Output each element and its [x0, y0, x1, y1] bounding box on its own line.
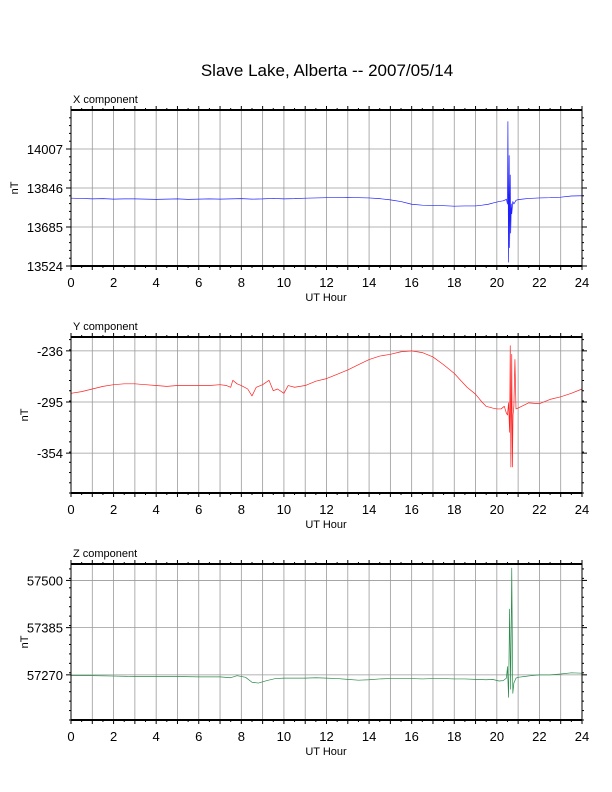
y-x-tick-label: 8: [238, 502, 245, 517]
z-x-tick-label: 12: [319, 729, 333, 744]
z-x-tick-label: 10: [277, 729, 291, 744]
y-y-tick-label: -236: [37, 344, 63, 359]
x-component-trace: [70, 121, 583, 263]
z-x-tick-label: 24: [575, 729, 589, 744]
y-y-tick-label: -295: [37, 395, 63, 410]
z-y-tick-label: 57500: [27, 573, 63, 588]
x-x-tick-label: 12: [319, 275, 333, 290]
figure-title: Slave Lake, Alberta -- 2007/05/14: [201, 61, 453, 80]
z-x-tick-label: 4: [153, 729, 160, 744]
z-x-tick-label: 0: [67, 729, 74, 744]
x-component-label: X component: [73, 94, 138, 106]
y-x-axis-label: UT Hour: [305, 519, 347, 531]
y-y-tick-label: -354: [37, 446, 63, 461]
y-x-tick-label: 22: [532, 502, 546, 517]
x-x-tick-label: 16: [404, 275, 418, 290]
x-x-tick-label: 0: [67, 275, 74, 290]
x-x-tick-label: 6: [195, 275, 202, 290]
y-component-label: Y component: [73, 321, 138, 333]
z-x-tick-label: 2: [110, 729, 117, 744]
y-x-tick-label: 20: [490, 502, 504, 517]
x-x-tick-label: 4: [153, 275, 160, 290]
z-x-tick-label: 20: [490, 729, 504, 744]
x-y-tick-label: 13685: [27, 220, 63, 235]
x-x-axis-label: UT Hour: [305, 292, 347, 304]
y-x-tick-label: 16: [404, 502, 418, 517]
y-x-tick-label: 24: [575, 502, 589, 517]
y-x-tick-label: 2: [110, 502, 117, 517]
x-x-tick-label: 10: [277, 275, 291, 290]
y-x-tick-label: 10: [277, 502, 291, 517]
x-y-tick-label: 14007: [27, 142, 63, 157]
z-x-tick-label: 16: [404, 729, 418, 744]
x-x-tick-label: 18: [447, 275, 461, 290]
z-x-tick-label: 18: [447, 729, 461, 744]
z-y-axis-label: nT: [19, 635, 31, 648]
z-y-tick-label: 57270: [27, 668, 63, 683]
x-x-tick-label: 20: [490, 275, 504, 290]
x-x-tick-label: 8: [238, 275, 245, 290]
x-tick-marks: [66, 106, 587, 270]
z-grid: [71, 564, 582, 720]
y-component-trace: [70, 345, 583, 468]
y-x-tick-label: 14: [362, 502, 376, 517]
z-x-axis-label: UT Hour: [305, 746, 347, 758]
z-x-tick-label: 22: [532, 729, 546, 744]
y-x-tick-label: 6: [195, 502, 202, 517]
y-x-tick-label: 0: [67, 502, 74, 517]
y-y-axis-label: nT: [19, 408, 31, 421]
z-x-tick-label: 8: [238, 729, 245, 744]
x-x-tick-label: 14: [362, 275, 376, 290]
x-y-axis-label: nT: [9, 181, 21, 194]
z-x-tick-label: 6: [195, 729, 202, 744]
x-y-tick-label: 13846: [27, 181, 63, 196]
y-x-tick-label: 12: [319, 502, 333, 517]
x-x-tick-label: 22: [532, 275, 546, 290]
z-tick-marks: [66, 560, 587, 724]
z-y-tick-label: 57385: [27, 621, 63, 636]
x-x-tick-label: 2: [110, 275, 117, 290]
z-component-trace: [71, 567, 583, 698]
y-tick-marks: [66, 333, 587, 497]
z-component-label: Z component: [73, 548, 137, 560]
z-x-tick-label: 14: [362, 729, 376, 744]
x-y-tick-label: 13524: [27, 259, 63, 274]
x-grid: [71, 110, 582, 267]
y-x-tick-label: 18: [447, 502, 461, 517]
y-x-tick-label: 4: [153, 502, 160, 517]
x-x-tick-label: 24: [575, 275, 589, 290]
y-grid: [71, 337, 582, 493]
